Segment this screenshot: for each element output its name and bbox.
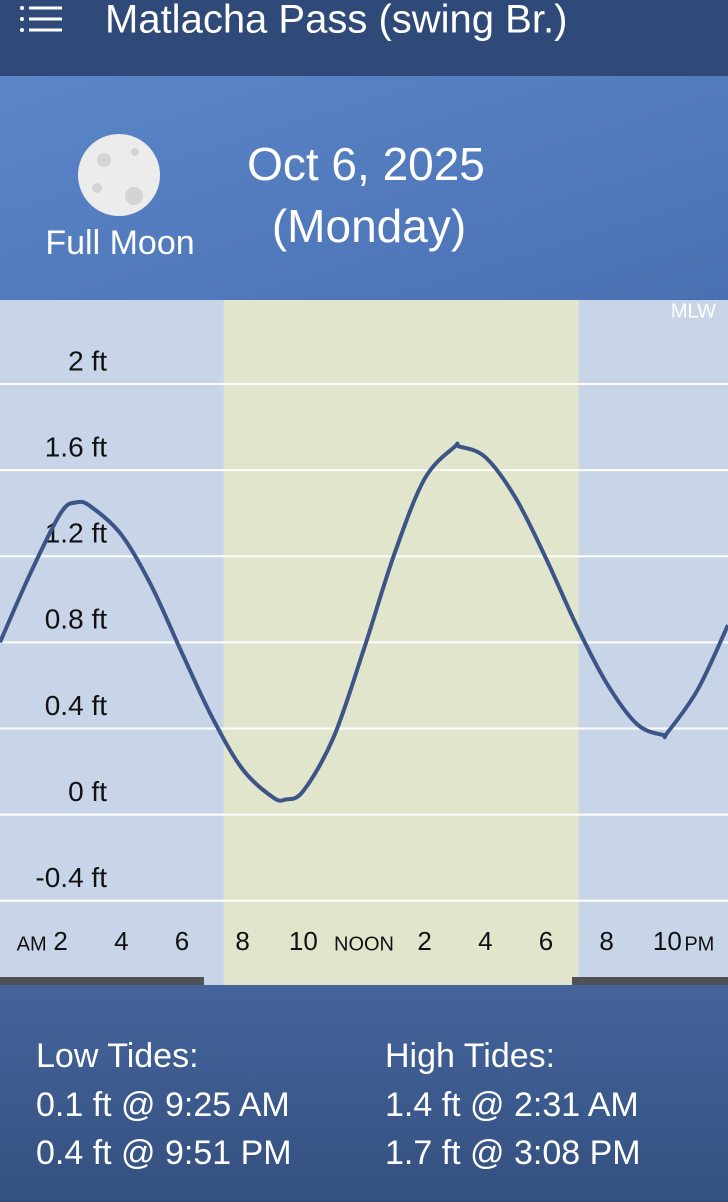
x-tick-label: 6 — [175, 926, 189, 956]
header-bar — [0, 0, 728, 76]
low-tide: 0.4 ft @ 9:51 PM — [36, 1134, 292, 1172]
x-tick-label: 4 — [478, 926, 492, 956]
y-tick-label: 0.8 ft — [45, 604, 107, 635]
menu-icon[interactable] — [20, 6, 62, 32]
night-bar — [0, 977, 204, 985]
x-tick-label: 4 — [114, 926, 128, 956]
high-tide: 1.7 ft @ 3:08 PM — [385, 1134, 641, 1172]
x-tick-label: 10 — [289, 926, 318, 956]
x-tick-label: 10 — [653, 926, 682, 956]
high-tide: 1.4 ft @ 2:31 AM — [385, 1086, 639, 1124]
y-tick-label: 0 ft — [68, 776, 107, 807]
y-tick-label: 2 ft — [68, 345, 107, 376]
moon-icon — [78, 134, 160, 216]
moon-phase: Full Moon — [45, 224, 194, 262]
low-tides-title: Low Tides: — [36, 1037, 199, 1075]
y-tick-label: -0.4 ft — [35, 862, 107, 893]
date-line: Oct 6, 2025 — [247, 138, 485, 190]
pm-label: PM — [684, 933, 714, 955]
x-tick-label: 2 — [417, 926, 431, 956]
x-tick-label: 8 — [599, 926, 613, 956]
am-label: AM — [17, 933, 47, 955]
x-tick-label: NOON — [334, 933, 394, 955]
x-tick-label: 6 — [539, 926, 553, 956]
low-tide: 0.1 ft @ 9:25 AM — [36, 1086, 290, 1124]
tide-summary — [0, 985, 728, 1202]
y-tick-label: 0.4 ft — [45, 690, 107, 721]
x-tick-label: 8 — [235, 926, 249, 956]
y-tick-label: 1.6 ft — [45, 431, 107, 462]
header-title: Matlacha Pass (swing Br.) — [105, 0, 567, 42]
weekday: (Monday) — [272, 200, 466, 252]
x-tick-label: 2 — [53, 926, 67, 956]
high-tides-title: High Tides: — [385, 1037, 555, 1075]
night-bar — [572, 977, 728, 985]
tide-curve — [0, 441, 728, 803]
datum-label: MLW — [671, 300, 716, 322]
